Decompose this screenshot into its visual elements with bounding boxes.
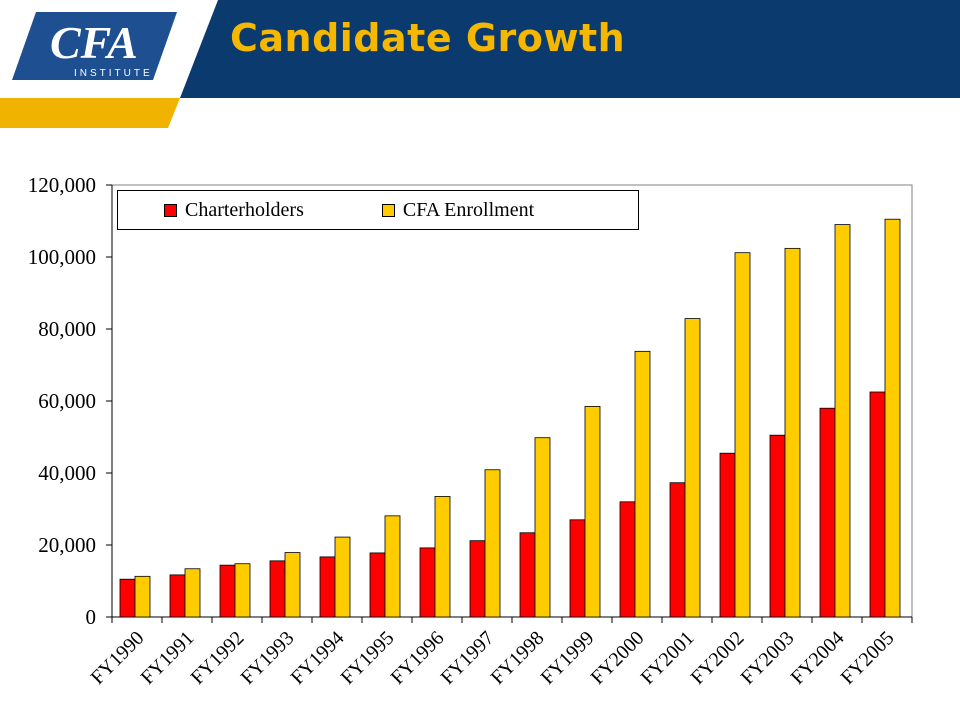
- bar-enrollment-fy2000: [634, 350, 651, 618]
- y-tick-label: 100,000: [28, 245, 96, 269]
- bar-enrollment-fy1995: [384, 515, 401, 618]
- x-tick-label: FY2001: [637, 627, 699, 689]
- bar-charterholders-fy1994: [319, 556, 336, 618]
- x-tick-label: FY1998: [487, 627, 549, 689]
- x-tick-label: FY2005: [837, 627, 899, 689]
- x-tick-label: FY1994: [287, 627, 349, 689]
- x-tick-label: FY1995: [337, 627, 399, 689]
- y-tick-label: 120,000: [28, 173, 96, 197]
- legend-item-enrollment: CFA Enrollment: [381, 198, 535, 222]
- bar-charterholders-fy2002: [719, 452, 736, 618]
- bar-enrollment-fy1996: [434, 495, 451, 618]
- y-axis-labels: 0 20,000 40,000 60,000 80,000 100,000 120,000: [28, 173, 96, 629]
- y-tick-label: 20,000: [38, 533, 96, 557]
- bar-enrollment-fy1993: [284, 552, 301, 618]
- bar-charterholders-fy1996: [419, 547, 436, 618]
- cfa-logo-mark: CFA INSTITUTE: [12, 12, 177, 80]
- bar-charterholders-fy1991: [169, 574, 186, 618]
- bar-enrollment-fy1997: [484, 469, 501, 618]
- bar-charterholders-fy2005: [869, 391, 886, 618]
- y-tick-label: 0: [86, 605, 97, 629]
- bar-charterholders-fy1997: [469, 540, 486, 618]
- bar-enrollment-fy1999: [584, 405, 601, 618]
- x-tick-label: FY1990: [87, 627, 149, 689]
- bar-charterholders-fy1990: [119, 578, 136, 618]
- legend-label-enrollment: CFA Enrollment: [402, 198, 535, 221]
- x-tick-label: FY1993: [237, 627, 299, 689]
- chart-legend: Charterholders CFA Enrollment: [117, 190, 639, 230]
- bar-enrollment-fy2005: [884, 218, 901, 618]
- x-tick-label: FY2000: [587, 627, 649, 689]
- legend-swatch-charterholders: [164, 203, 177, 217]
- chart-bars: [119, 218, 901, 618]
- title-bar: CFA INSTITUTE Candidate Growth: [0, 0, 960, 130]
- gold-band: [0, 98, 180, 128]
- bar-charterholders-fy1993: [269, 560, 286, 618]
- bar-charterholders-fy1998: [519, 532, 536, 618]
- y-tick-label: 80,000: [38, 317, 96, 341]
- bar-enrollment-fy1998: [534, 437, 551, 618]
- x-tick-label: FY1999: [537, 627, 599, 689]
- title-bar-background: [0, 0, 960, 128]
- x-tick-label: FY1997: [437, 627, 499, 689]
- x-tick-label: FY1991: [137, 627, 199, 689]
- y-tick-label: 40,000: [38, 461, 96, 485]
- bar-enrollment-fy1992: [234, 563, 251, 618]
- logo-sub-text: INSTITUTE: [74, 68, 153, 79]
- bar-charterholders-fy2003: [769, 434, 786, 618]
- navy-band: [180, 0, 960, 98]
- x-tick-label: FY1992: [187, 627, 249, 689]
- x-axis-labels: FY1990FY1991FY1992FY1993FY1994FY1995FY19…: [87, 627, 899, 689]
- x-tick-label: FY2003: [737, 627, 799, 689]
- logo-main-text: CFA: [50, 17, 138, 68]
- bar-enrollment-fy1994: [334, 536, 351, 618]
- cfa-logo: CFA INSTITUTE: [12, 12, 177, 80]
- logo-background: [12, 12, 177, 80]
- bar-enrollment-fy1990: [134, 575, 151, 618]
- bar-charterholders-fy1999: [569, 519, 586, 618]
- bar-enrollment-fy2003: [784, 247, 801, 618]
- x-tick-label: FY1996: [387, 627, 449, 689]
- bar-enrollment-fy2001: [684, 318, 701, 618]
- bar-enrollment-fy2004: [834, 224, 851, 618]
- legend-label-charterholders: Charterholders: [185, 198, 304, 221]
- bar-enrollment-fy1991: [184, 568, 201, 618]
- bar-charterholders-fy2001: [669, 482, 686, 618]
- bar-charterholders-fy2004: [819, 407, 836, 618]
- y-tick-label: 60,000: [38, 389, 96, 413]
- x-tick-label: FY2004: [787, 627, 849, 689]
- bar-charterholders-fy2000: [619, 501, 636, 618]
- bar-enrollment-fy2002: [734, 252, 751, 618]
- page-title: Candidate Growth: [230, 16, 626, 60]
- bar-charterholders-fy1995: [369, 552, 386, 618]
- legend-item-charterholders: Charterholders: [164, 199, 304, 222]
- legend-swatch-enrollment: [381, 203, 395, 217]
- x-tick-label: FY2002: [687, 627, 749, 689]
- bar-charterholders-fy1992: [219, 564, 236, 618]
